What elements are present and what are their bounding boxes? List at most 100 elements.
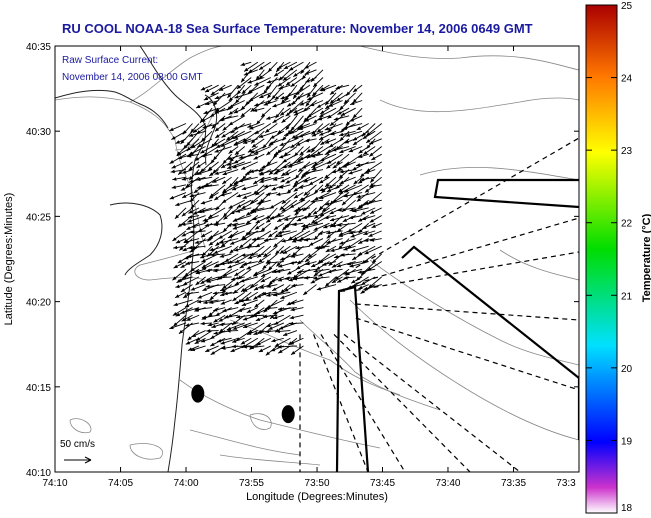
current-vector (180, 284, 193, 293)
current-vector (325, 245, 337, 253)
current-vector (201, 245, 213, 257)
colorbar-tick-label: 19 (621, 436, 633, 447)
station-markers (191, 384, 295, 424)
current-vector (227, 84, 239, 99)
current-vector (231, 184, 245, 191)
current-vector (210, 337, 226, 347)
current-vector (209, 245, 226, 252)
current-vector (290, 138, 304, 149)
current-vector (317, 268, 337, 277)
current-vector (181, 207, 193, 217)
current-vector (216, 268, 232, 281)
current-vector (221, 130, 232, 138)
current-vector (279, 107, 291, 116)
current-vector (253, 153, 265, 160)
current-vector (185, 291, 200, 296)
current-vector (361, 215, 376, 221)
current-vector (169, 123, 187, 132)
current-vector (303, 100, 317, 112)
current-vector (219, 253, 232, 258)
current-vector (182, 123, 193, 135)
current-vector (310, 69, 324, 83)
current-vector (237, 268, 252, 280)
current-vector (175, 199, 193, 207)
current-vector (281, 199, 298, 213)
current-vector (369, 176, 383, 188)
current-vector (172, 268, 187, 281)
current-vector (208, 207, 226, 219)
current-vector (276, 268, 291, 274)
current-vector (311, 123, 324, 135)
current-vector (288, 61, 304, 71)
current-vector (266, 146, 278, 156)
current-vector (263, 245, 278, 258)
current-vector (233, 138, 252, 146)
current-vector (340, 107, 356, 117)
current-vector (338, 184, 356, 195)
current-vector (296, 199, 311, 211)
current-vector (221, 176, 232, 185)
current-vector (289, 261, 304, 265)
current-vector (289, 314, 304, 320)
current-vector (218, 322, 232, 333)
y-tick-label: 40:15 (26, 383, 51, 394)
current-vector (299, 192, 317, 202)
current-vector (222, 268, 239, 277)
current-vector (350, 230, 369, 238)
y-axis: 40:10 40:15 40:20 40:25 40:30 40:35 (26, 42, 579, 479)
current-vector (289, 199, 304, 209)
current-vector (277, 123, 291, 135)
current-vector (327, 268, 343, 274)
current-vector (284, 84, 298, 102)
current-vector (274, 92, 285, 101)
current-vector (302, 215, 317, 220)
current-vector (282, 69, 298, 81)
x-tick-label: 73:45 (370, 478, 395, 489)
current-vector (169, 322, 187, 330)
current-vector (229, 153, 239, 163)
colorbar (585, 4, 618, 514)
current-vector (195, 330, 213, 342)
current-vector (317, 115, 330, 121)
current-vector (282, 161, 298, 169)
current-vector (186, 314, 200, 321)
current-vector (360, 276, 376, 286)
current-vector (310, 215, 324, 224)
current-vector (187, 215, 200, 219)
current-vector (293, 107, 304, 114)
current-vector (265, 192, 278, 196)
current-vector (360, 261, 376, 276)
current-vector (318, 130, 330, 136)
current-vector (357, 245, 376, 256)
current-vector (276, 215, 291, 223)
current-vector (311, 130, 324, 137)
current-vector (249, 123, 265, 130)
current-vector (224, 253, 239, 263)
current-vector (192, 123, 206, 134)
current-vector (305, 261, 317, 266)
current-vector (228, 199, 245, 209)
current-vector (303, 237, 317, 242)
current-vector (319, 153, 337, 162)
current-vector (319, 192, 337, 200)
current-vector (279, 138, 298, 147)
current-vector (283, 146, 298, 157)
current-vector (328, 100, 343, 108)
current-vector (181, 192, 193, 199)
current-vector (221, 192, 239, 204)
current-vector (194, 337, 206, 345)
current-vector (244, 291, 259, 301)
current-vector (220, 138, 239, 148)
current-vector (356, 192, 376, 199)
current-vector (336, 261, 356, 268)
current-vector (265, 215, 278, 223)
current-vector (339, 176, 356, 185)
current-vector (261, 291, 278, 296)
current-vector (188, 146, 206, 156)
current-vector (326, 230, 343, 235)
current-vector (338, 238, 350, 250)
current-vector (231, 344, 252, 349)
current-vector (212, 176, 226, 183)
current-vector (365, 130, 382, 144)
current-vector (364, 199, 382, 205)
